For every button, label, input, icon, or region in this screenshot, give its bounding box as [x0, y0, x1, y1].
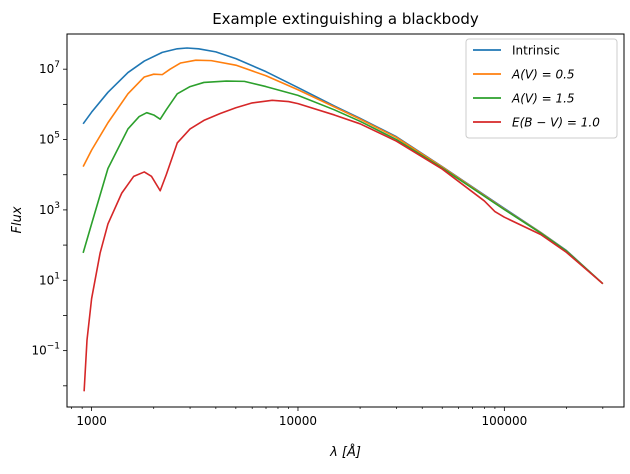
series-line-4: [83, 99, 604, 392]
legend-label-2: A(V) = 0.5: [511, 68, 575, 82]
y-tick-label: 105: [39, 131, 60, 147]
plot-frame: [66, 33, 625, 408]
chart-title: Example extinguishing a blackbody: [212, 10, 479, 28]
legend-label-1: Intrinsic: [512, 44, 560, 58]
y-tick-label: 107: [39, 60, 60, 76]
x-tick-label: 1000: [76, 414, 107, 428]
x-axis: 1000 10000 100000: [71, 407, 604, 428]
legend-label-4: E(B − V) = 1.0: [512, 116, 600, 130]
plot-lines: [82, 47, 604, 392]
legend-label-3: A(V) = 1.5: [511, 92, 575, 106]
x-tick-label: 10000: [279, 414, 317, 428]
y-axis: 10−1 101 103 105 107: [31, 60, 67, 387]
x-axis-label: λ [Å]: [329, 444, 361, 460]
y-axis-label: Flux: [10, 206, 25, 233]
legend-box: [465, 38, 618, 139]
series-line-3: [82, 80, 604, 285]
y-tick-label: 103: [39, 201, 60, 217]
legend: Intrinsic A(V) = 0.5 A(V) = 1.5 E(B − V) = …: [465, 38, 618, 139]
y-tick-label: 101: [39, 271, 60, 287]
y-tick-label: 10−1: [31, 342, 60, 358]
x-tick-label: 100000: [481, 414, 527, 428]
